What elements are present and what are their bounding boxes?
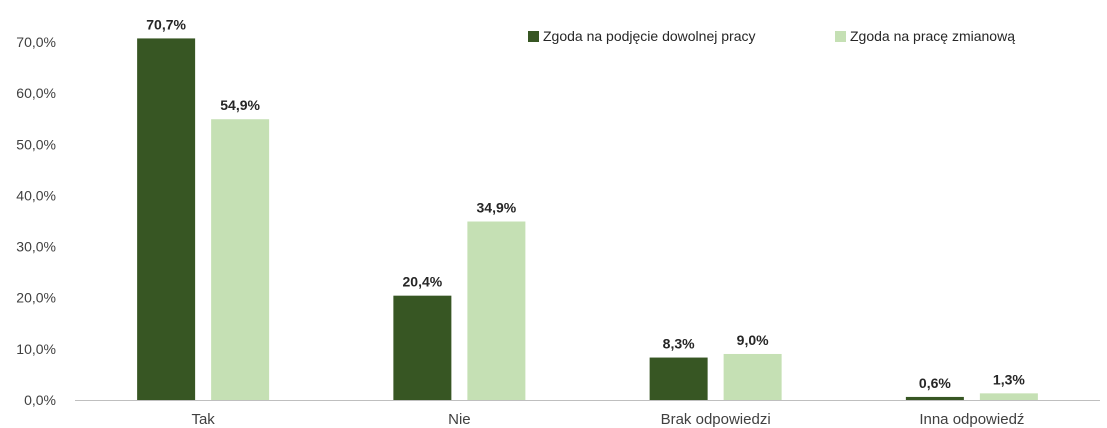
data-label: 34,9% [477,200,517,216]
y-axis: 0,0% 10,0% 20,0% 30,0% 40,0% 50,0% 60,0% 70,0% [16,34,56,408]
bars-group [137,38,1038,401]
data-label: 54,9% [220,97,260,113]
y-tick-label: 20,0% [16,290,56,306]
legend: Zgoda na podjęcie dowolnej pracy Zgoda n… [528,28,1015,44]
bar-series-2-0 [211,119,270,401]
legend-label-series-2: Zgoda na pracę zmianową [850,28,1015,44]
bar-series-1-0 [137,38,196,401]
y-tick-label: 50,0% [16,136,56,152]
y-tick-label: 30,0% [16,239,56,255]
bar-series-1-3 [905,396,964,400]
data-label: 70,7% [146,16,186,32]
x-tick-label: Tak [191,411,215,428]
y-tick-label: 0,0% [24,392,56,408]
legend-swatch-series-2 [835,31,846,42]
legend-label-series-1: Zgoda na podjęcie dowolnej pracy [543,28,755,44]
bar-series-2-2 [723,353,782,400]
data-label: 8,3% [663,336,695,352]
data-label: 9,0% [737,332,769,348]
data-labels-group: 70,7% 54,9% 20,4% 34,9% 8,3% 9,0% 0,6% 1,3% [146,16,1025,391]
x-tick-label: Inna odpowiedź [919,411,1024,428]
y-tick-label: 10,0% [16,341,56,357]
y-tick-label: 70,0% [16,34,56,50]
bar-series-2-1 [467,221,526,400]
x-tick-label: Brak odpowiedzi [661,411,771,428]
legend-swatch-series-1 [528,31,539,42]
bar-series-2-3 [979,393,1038,400]
y-tick-label: 40,0% [16,187,56,203]
data-label: 0,6% [919,375,951,391]
bar-series-1-1 [393,295,452,400]
x-tick-label: Nie [448,411,471,428]
data-label: 1,3% [993,371,1025,387]
data-label: 20,4% [403,274,443,290]
y-tick-label: 60,0% [16,85,56,101]
bar-series-1-2 [649,357,708,400]
x-axis: Tak Nie Brak odpowiedzi Inna odpowiedź [191,411,1024,428]
